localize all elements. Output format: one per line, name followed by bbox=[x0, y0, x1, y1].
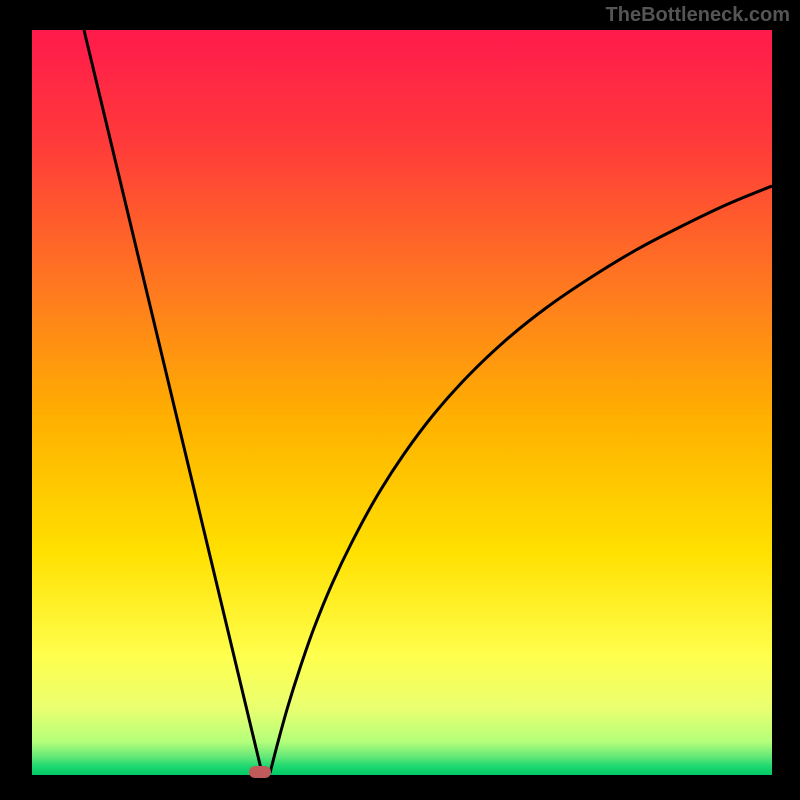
plot-area bbox=[32, 30, 772, 775]
right-curve bbox=[270, 186, 772, 773]
left-curve bbox=[84, 30, 262, 773]
watermark-text: TheBottleneck.com bbox=[606, 4, 790, 27]
chart-container: TheBottleneck.com bbox=[0, 0, 800, 800]
curve-overlay bbox=[32, 30, 772, 775]
optimal-point-marker bbox=[249, 766, 271, 778]
